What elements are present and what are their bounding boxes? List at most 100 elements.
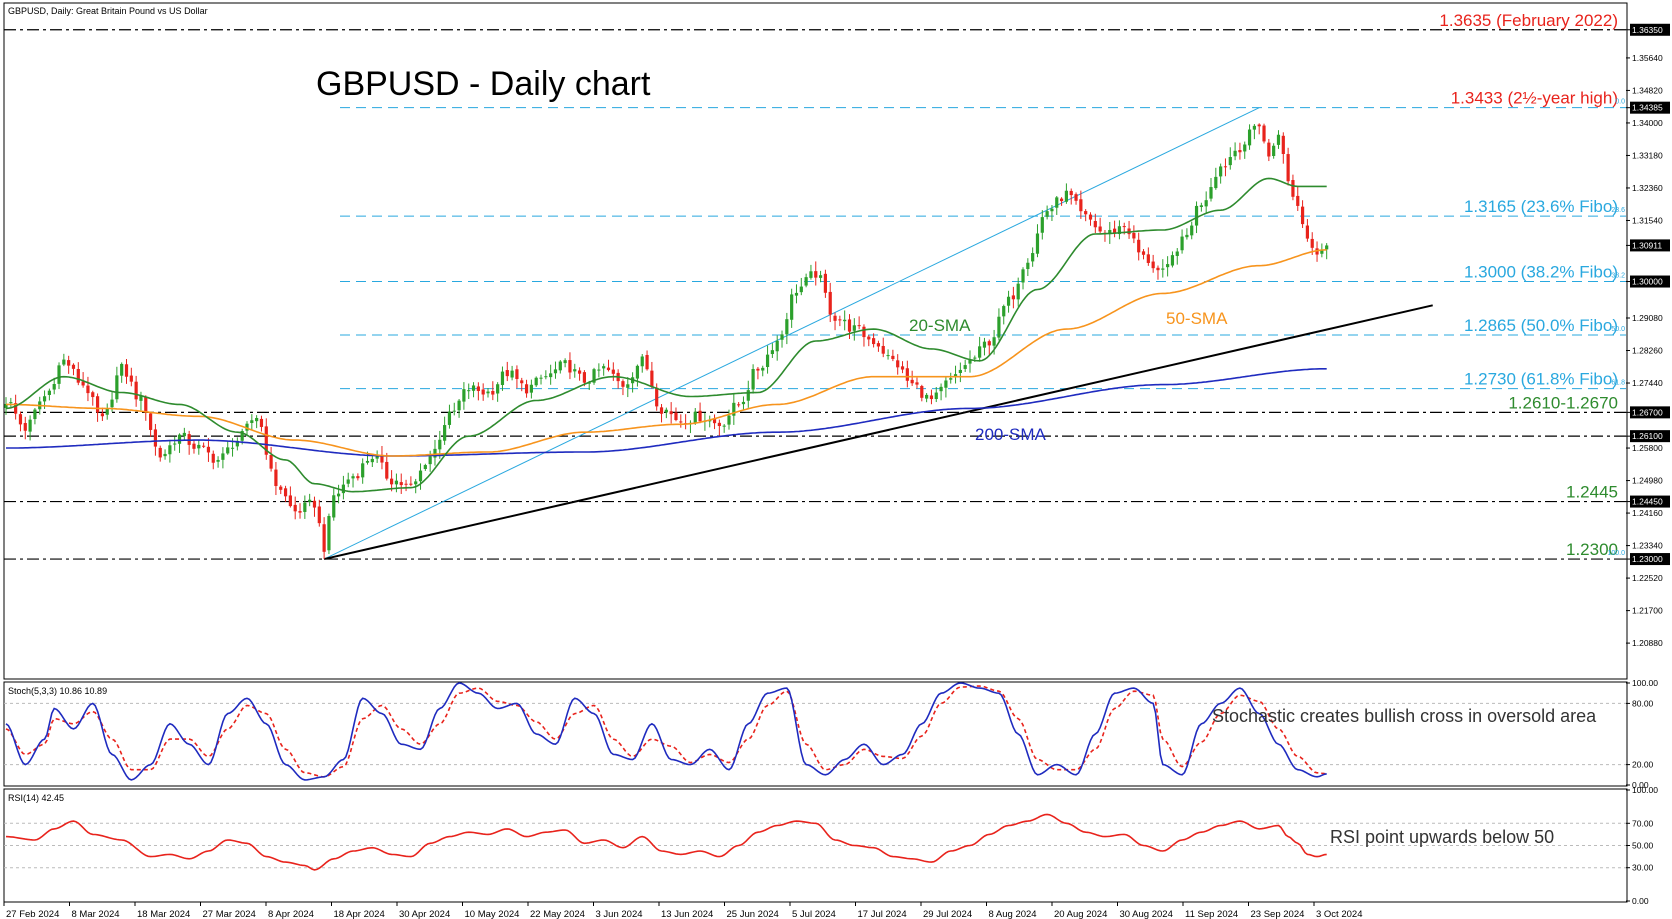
candle-body <box>100 413 104 417</box>
candle-body <box>534 377 538 386</box>
candle-body <box>341 484 345 494</box>
date-label-6: 30 Apr 2024 <box>399 909 450 919</box>
candle-body <box>283 488 288 497</box>
candle-body <box>57 365 61 384</box>
candle-body <box>1219 166 1223 177</box>
candle-body <box>433 448 437 458</box>
candle-body <box>462 389 466 402</box>
candle-body <box>394 480 399 485</box>
candle-body <box>404 483 408 485</box>
date-label-4: 8 Apr 2024 <box>268 909 314 919</box>
price-tick-highlight <box>1630 101 1670 114</box>
candle-body <box>91 392 95 398</box>
candle-body <box>944 380 948 388</box>
candle-body <box>476 386 480 392</box>
stochastic-lines: 100.00 80.00 20.00 0.00 <box>4 678 1658 790</box>
candle-body <box>245 423 249 431</box>
price-tick-highlight <box>1630 553 1670 566</box>
date-label-14: 29 Jul 2024 <box>923 909 972 919</box>
candle-body <box>1031 253 1035 262</box>
candle-body <box>785 319 789 335</box>
candle-body <box>438 439 442 450</box>
candle-body <box>635 365 640 379</box>
candle-body <box>934 392 938 400</box>
candle-body <box>1122 226 1126 228</box>
candlesticks <box>4 123 1329 559</box>
candle-body <box>606 367 611 371</box>
candle-body <box>997 316 1001 338</box>
level-label-9: 1.2300 <box>1566 540 1618 559</box>
level-label-2: 1.3165 (23.6% Fibo) <box>1464 197 1618 216</box>
candle-body <box>1059 198 1064 202</box>
price-tick-label-13: 1.27440 <box>1632 378 1663 388</box>
candle-body <box>259 418 264 427</box>
candle-body <box>1045 211 1049 217</box>
rsi-tick-label-2: 50.00 <box>1632 841 1654 851</box>
candle-body <box>1156 267 1160 271</box>
candle-body <box>390 478 394 485</box>
fibo-tag-4: 50.0 <box>1611 326 1625 333</box>
candle-body <box>929 395 934 400</box>
candle-body <box>1088 214 1093 220</box>
candle-body <box>872 338 876 345</box>
candle-body <box>746 390 750 401</box>
candle-body <box>1325 245 1329 250</box>
candle-body <box>838 319 842 321</box>
candle-body <box>1011 295 1015 300</box>
candle-body <box>447 411 452 425</box>
candle-body <box>375 456 379 459</box>
rsi-tick-label-4: 0.00 <box>1632 896 1649 906</box>
candle-body <box>780 334 784 340</box>
candle-body <box>524 384 529 394</box>
candle-body <box>717 422 721 427</box>
stochastic-annotation: Stochastic creates bullish cross in over… <box>1212 706 1597 726</box>
candle-body <box>250 420 254 423</box>
candle-body <box>655 387 659 407</box>
candle-body <box>794 292 799 296</box>
candle-body <box>409 483 413 485</box>
candle-body <box>1175 251 1179 256</box>
candle-body <box>982 341 987 348</box>
price-tick-highlight <box>1630 275 1670 288</box>
candle-body <box>1064 190 1068 202</box>
date-label-17: 30 Aug 2024 <box>1120 909 1173 919</box>
stochastic-label: Stoch(5,3,3) 10.86 10.89 <box>8 686 107 696</box>
candle-body <box>852 325 856 331</box>
candle-body <box>992 337 996 346</box>
stoch-signal-line <box>5 685 1327 778</box>
candle-body <box>279 486 283 490</box>
fibo-tag-3: 38.2 <box>1611 273 1625 280</box>
date-label-18: 11 Sep 2024 <box>1185 909 1238 919</box>
candle-body <box>645 354 649 370</box>
candle-body <box>987 341 991 346</box>
candle-body <box>775 340 779 352</box>
sma200-line <box>6 368 1327 457</box>
price-tick-highlight <box>1630 430 1670 443</box>
candle-body <box>804 277 808 286</box>
sma20-label: 20-SMA <box>909 316 971 335</box>
stoch-tick-label-3: 0.00 <box>1632 780 1649 790</box>
rsi-tick-label-1: 70.00 <box>1632 818 1654 828</box>
date-label-11: 25 Jun 2024 <box>727 909 779 919</box>
candle-body <box>674 412 678 421</box>
candle-body <box>833 315 837 321</box>
candle-body <box>308 499 312 502</box>
candle-body <box>67 360 71 366</box>
date-axis: 27 Feb 2024 8 Mar 2024 18 Mar 2024 27 Mar 2… <box>3 902 1362 919</box>
level-label-3: 1.3000 (38.2% Fibo) <box>1464 263 1618 282</box>
candle-body <box>1209 187 1213 199</box>
candle-body <box>95 396 100 413</box>
candle-body <box>1296 195 1300 206</box>
candle-body <box>650 370 654 387</box>
candle-body <box>568 360 572 373</box>
candle-body <box>457 400 461 411</box>
candle-body <box>163 453 167 457</box>
level-label-0: 1.3635 (February 2022) <box>1439 11 1618 30</box>
candle-body <box>1166 264 1170 268</box>
candle-body <box>761 367 765 371</box>
candle-body <box>828 291 832 315</box>
candle-body <box>1098 226 1102 232</box>
stoch-tick-label-0: 100.00 <box>1632 678 1658 688</box>
candle-body <box>1050 208 1054 212</box>
candle-body <box>621 381 625 387</box>
